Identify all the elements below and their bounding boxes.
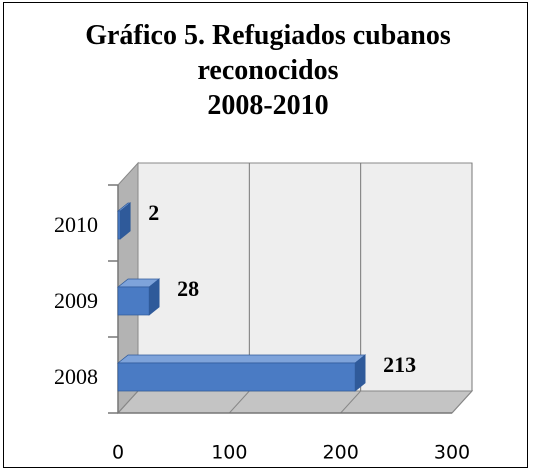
x-tick-label: 300: [434, 442, 470, 464]
bar: [117, 210, 121, 240]
floor-grid-line: [117, 390, 139, 414]
value-label: 213: [383, 352, 416, 377]
x-tick-label: 200: [323, 442, 359, 464]
value-label: 28: [177, 276, 199, 301]
chart-title: Gráfico 5. Refugiados cubanos reconocido…: [85, 20, 451, 86]
x-tick-label: 100: [211, 442, 247, 464]
value-label: 2: [148, 200, 159, 225]
bar: [117, 286, 150, 316]
y-tick-label: 2010: [54, 212, 98, 237]
bar-top: [117, 354, 367, 364]
bar: [117, 362, 356, 392]
floor: [116, 390, 474, 414]
floor-grid-line: [340, 390, 362, 414]
floor-grid-line: [228, 390, 250, 414]
floor-grid-line: [451, 390, 473, 414]
x-tick-label: 0: [112, 442, 124, 464]
chart-frame: [3, 2, 528, 468]
chart-subtitle: 2008-2010: [207, 90, 329, 121]
y-tick-label: 2009: [54, 288, 98, 313]
title-block: Gráfico 5. Refugiados cubanos reconocido…: [48, 18, 488, 123]
y-tick-label: 2008: [54, 364, 98, 389]
